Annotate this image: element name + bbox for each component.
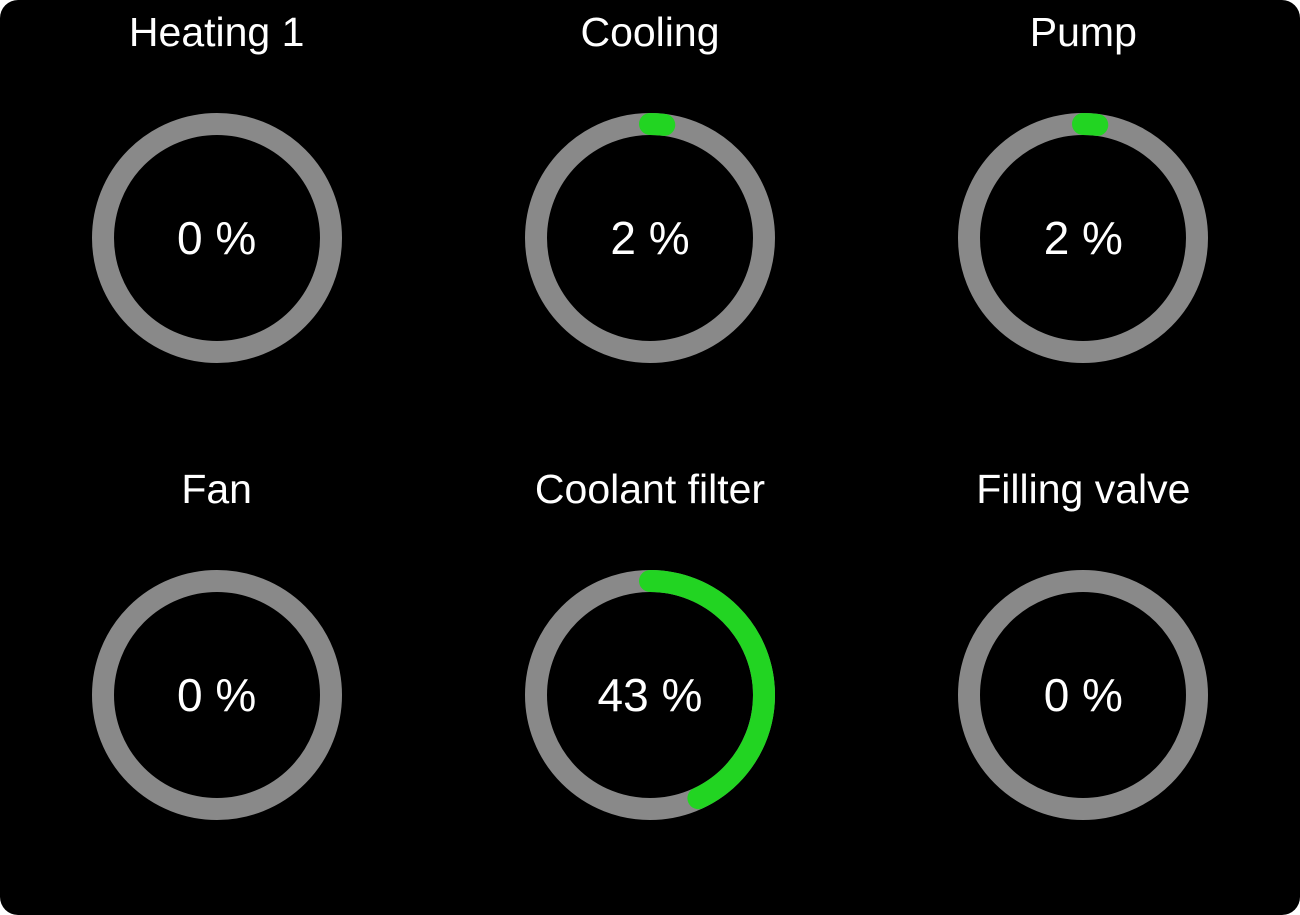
gauge-value-filling-valve: 0 % [1043,669,1123,721]
gauge-ring-coolant-filter: 43 % [524,570,775,820]
gauge-svg [958,113,1209,363]
gauge-progress-arc [524,570,775,820]
gauge-svg [958,570,1209,820]
gauge-label-cooling: Cooling [580,9,720,55]
gauge-label-fan: Fan [181,466,252,512]
gauge-svg [91,113,342,363]
gauge-value-pump: 2 % [1043,212,1123,264]
gauge-label-coolant-filter: Coolant filter [534,466,766,512]
gauge-ring-filling-valve: 0 % [958,570,1209,820]
gauge-track-circle [91,570,342,820]
gauge-label-heating-1: Heating 1 [128,9,305,55]
gauge-cell-fan: Fan 0 % [0,457,433,915]
gauge-label-pump: Pump [1029,9,1137,55]
gauge-value-coolant-filter: 43 % [597,669,703,721]
gauge-ring-fan: 0 % [91,570,342,820]
gauge-value-heating-1: 0 % [177,212,257,264]
gauge-value-fan: 0 % [177,669,257,721]
gauge-svg [524,113,775,363]
gauge-progress-arc [524,113,775,363]
gauge-svg [524,570,775,820]
gauge-label-filling-valve: Filling valve [976,466,1191,512]
gauge-track-circle [91,113,342,363]
gauge-value-cooling: 2 % [610,212,690,264]
gauge-cell-cooling: Cooling 2 % [433,0,866,457]
gauge-cell-coolant-filter: Coolant filter 43 % [433,457,866,915]
gauge-svg [91,570,342,820]
gauge-cell-filling-valve: Filling valve 0 % [867,457,1300,915]
gauge-progress-arc [958,113,1209,363]
gauge-ring-heating-1: 0 % [91,113,342,363]
gauge-track-circle [958,570,1209,820]
gauge-ring-cooling: 2 % [524,113,775,363]
gauge-cell-heating-1: Heating 1 0 % [0,0,433,457]
gauge-cell-pump: Pump 2 % [867,0,1300,457]
gauge-ring-pump: 2 % [958,113,1209,363]
